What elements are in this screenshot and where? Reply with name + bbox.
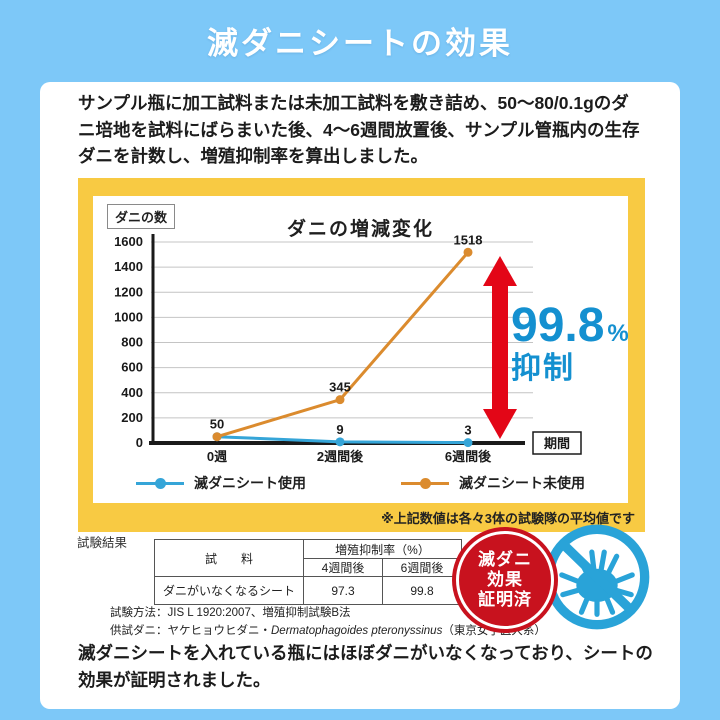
svg-text:200: 200 (121, 410, 143, 425)
svg-text:1600: 1600 (114, 234, 143, 249)
mite-line-chart: ダニの数 ダニの増減変化 0 200 400 600 800 1000 1200 1400 16… (93, 196, 629, 503)
chart-plot-area: 0 200 400 600 800 1000 1200 1400 1600 0週 2週間後 6週間後 期… (114, 232, 582, 464)
suppression-annotation: 99.8% 抑制 (511, 302, 629, 384)
svg-text:0: 0 (136, 435, 143, 450)
suppression-label: 抑制 (511, 352, 575, 385)
legend-label: 滅ダニシート未使用 (459, 475, 585, 491)
results-table: 試 料 増殖抑制率（%） 4週間後 6週間後 ダニがいなくなるシート 97.3 … (154, 539, 462, 605)
table-header-week4: 4週間後 (303, 558, 383, 577)
table-row: ダニがいなくなるシート 97.3 99.8 (154, 576, 462, 605)
intro-text: サンプル瓶に加工試料または未加工試料を敷き詰め、50〜80/0.1gのダニ培地を… (78, 93, 640, 167)
suppression-value: 99.8 (511, 299, 605, 352)
svg-text:6週間後: 6週間後 (445, 449, 492, 464)
results-label: 試験結果 (77, 536, 128, 550)
conclusion-text: 滅ダニシートを入れている瓶にはほぼダニがいなくなっており、シートの効果が証明され… (78, 643, 653, 691)
proven-effect-badge: 滅ダニ 効果 証明済 (452, 527, 558, 633)
table-header-week6: 6週間後 (382, 558, 462, 577)
svg-text:1200: 1200 (114, 284, 143, 299)
content-card: サンプル瓶に加工試料または未加工試料を敷き詰め、50〜80/0.1gのダニ培地を… (40, 82, 680, 709)
y-axis-label-box: ダニの数 (107, 204, 176, 229)
chart-legend: 滅ダニシート使用 滅ダニシート未使用 (93, 473, 628, 493)
svg-text:期間: 期間 (544, 436, 570, 451)
svg-text:345: 345 (329, 380, 351, 395)
svg-text:1000: 1000 (114, 309, 143, 324)
badge-line-3: 証明済 (478, 589, 532, 609)
table-header-sample: 試 料 (154, 539, 304, 577)
table-cell-week6-value: 99.8 (382, 576, 462, 605)
mite-note-prefix: 供試ダニ：ヤケヒョウヒダニ・ (110, 625, 271, 637)
svg-text:0週: 0週 (207, 449, 227, 464)
mite-note-latin: Dermatophagoides pteronyssinus (271, 625, 443, 637)
legend-line-orange-icon (401, 477, 449, 489)
table-header-suppression-rate: 増殖抑制率（%） (303, 539, 462, 559)
svg-text:1518: 1518 (454, 232, 483, 247)
badge-line-2: 効果 (487, 570, 523, 590)
legend-item-sheet-used: 滅ダニシート使用 (136, 473, 306, 493)
svg-text:800: 800 (121, 335, 143, 350)
table-cell-week4-value: 97.3 (303, 576, 383, 605)
table-cell-product: ダニがいなくなるシート (154, 576, 304, 605)
chart-title: ダニの増減変化 (286, 219, 434, 240)
badge-line-1: 滅ダニ (478, 550, 532, 570)
suppression-unit: % (607, 320, 629, 347)
svg-text:600: 600 (121, 360, 143, 375)
page-title: 滅ダニシートの効果 (207, 26, 513, 61)
svg-text:3: 3 (464, 423, 471, 438)
svg-text:400: 400 (121, 385, 143, 400)
legend-label: 滅ダニシート使用 (194, 475, 306, 491)
chart-frame: ダニの数 ダニの増減変化 0 200 400 600 800 1000 1200 1400 16… (78, 178, 645, 532)
legend-item-sheet-unused: 滅ダニシート未使用 (401, 473, 585, 493)
test-method-note: 試験方法：JIS L 1920:2007、増殖抑制試験B法 (110, 607, 351, 619)
svg-text:9: 9 (336, 422, 343, 437)
chart-footnote: ※上記数値は各々3体の試験隊の平均値です (381, 511, 635, 526)
no-mite-icon (544, 524, 650, 630)
svg-text:1400: 1400 (114, 259, 143, 274)
legend-line-blue-icon (136, 477, 184, 489)
svg-text:50: 50 (210, 417, 224, 432)
svg-text:2週間後: 2週間後 (317, 449, 364, 464)
